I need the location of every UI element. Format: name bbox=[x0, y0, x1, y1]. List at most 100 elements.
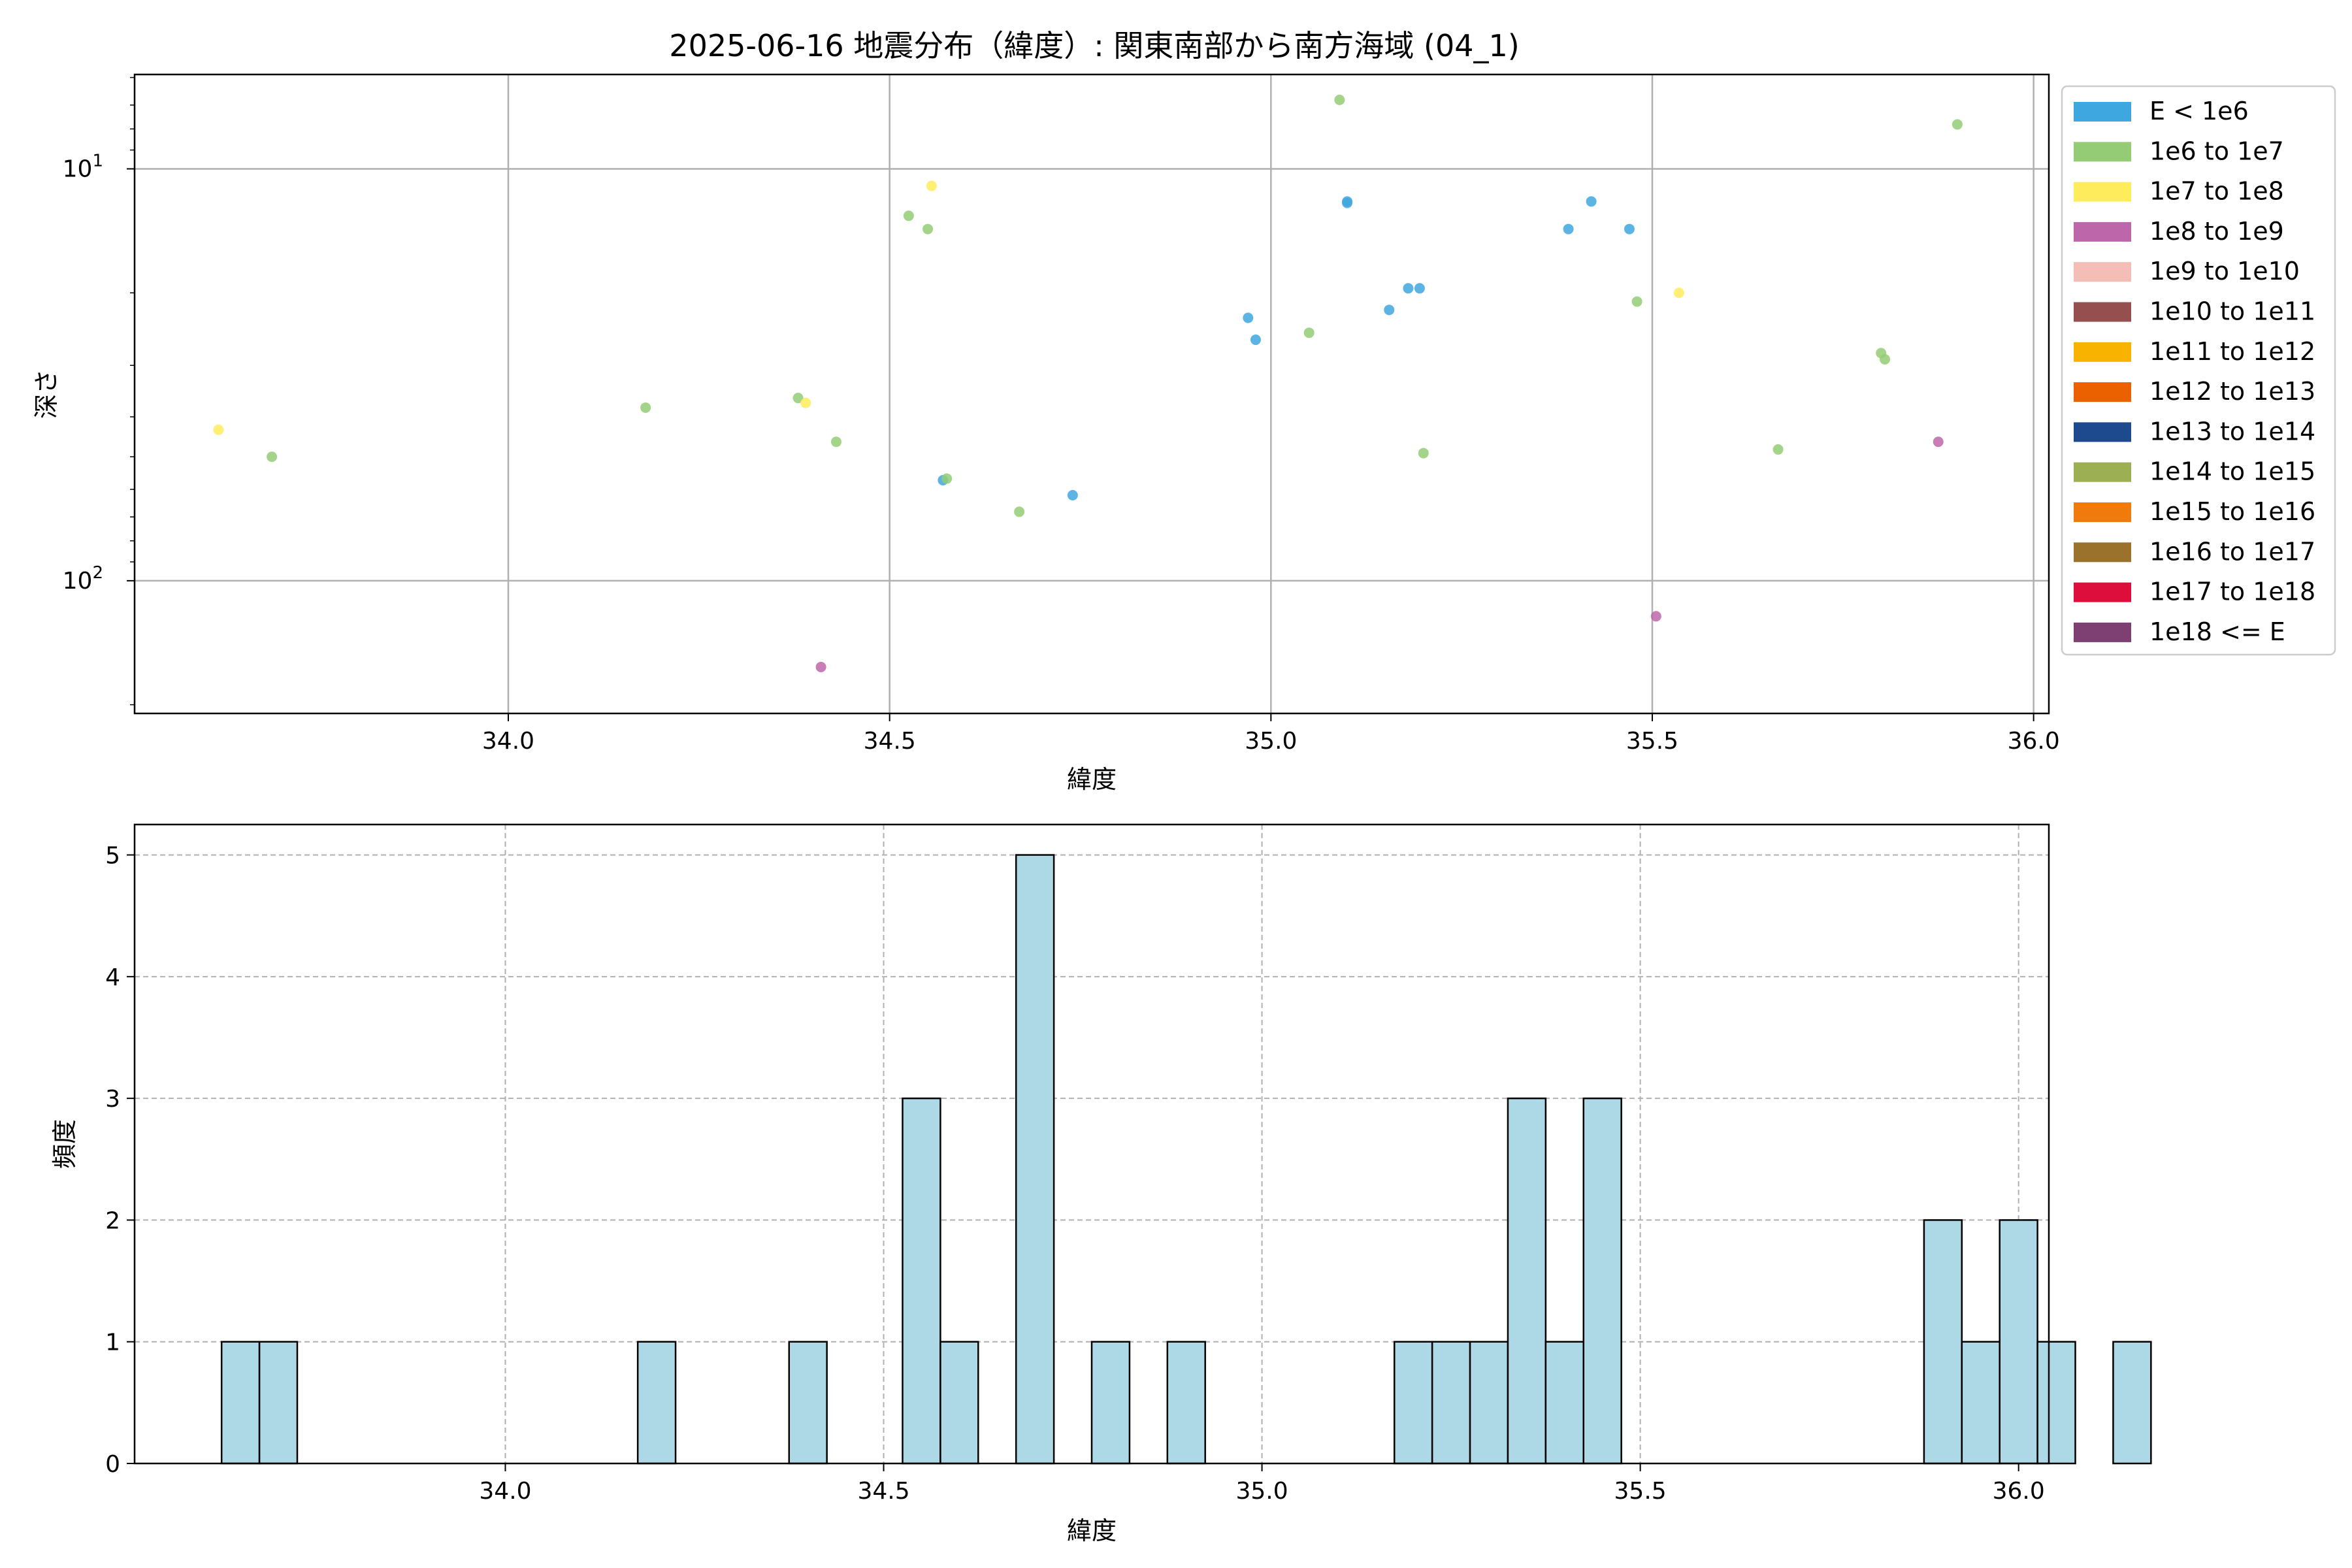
scatter-point bbox=[1563, 223, 1574, 235]
scatter-plot-frame bbox=[133, 73, 2050, 715]
scatter-point bbox=[1586, 196, 1597, 207]
legend-label: 1e6 to 1e7 bbox=[2149, 137, 2284, 165]
histogram-y-tick-label: 1 bbox=[105, 1330, 120, 1356]
scatter-point bbox=[1250, 335, 1261, 346]
histogram-bar bbox=[1015, 854, 1055, 1465]
scatter-point bbox=[1418, 448, 1429, 459]
scatter-point bbox=[1243, 312, 1254, 323]
histogram-bars bbox=[220, 854, 2152, 1465]
legend-swatch bbox=[2074, 462, 2131, 482]
scatter-point bbox=[815, 661, 826, 672]
legend-label: 1e7 to 1e8 bbox=[2149, 177, 2284, 206]
legend-label: E < 1e6 bbox=[2149, 97, 2249, 125]
scatter-x-tick-label: 34.5 bbox=[864, 728, 916, 755]
histogram-bar bbox=[636, 1341, 677, 1465]
histogram-bar bbox=[1582, 1097, 1622, 1465]
legend-box bbox=[2061, 85, 2336, 656]
scatter-point bbox=[1014, 506, 1025, 517]
histogram-x-tick-label: 34.5 bbox=[857, 1478, 909, 1505]
scatter-point bbox=[903, 210, 914, 221]
histogram-bar bbox=[258, 1341, 299, 1465]
scatter-point bbox=[1772, 444, 1784, 455]
histogram-bar bbox=[1544, 1341, 1585, 1465]
histogram-bar bbox=[1507, 1097, 1547, 1465]
histogram-y-tick-label: 0 bbox=[105, 1451, 120, 1478]
scatter-point bbox=[267, 451, 278, 463]
histogram-y-axis-label: 頻度 bbox=[50, 1119, 79, 1169]
histogram-bar bbox=[1469, 1341, 1509, 1465]
scatter-x-axis-label: 緯度 bbox=[1067, 765, 1117, 794]
scatter-point bbox=[1673, 287, 1684, 299]
scatter-point bbox=[1650, 611, 1661, 622]
scatter-y-axis-label: 深さ bbox=[32, 369, 61, 419]
scatter-y-tick-label: 101 bbox=[63, 151, 103, 182]
histogram-bar bbox=[1431, 1341, 1471, 1465]
histogram-y-ticks: 0 1 2 3 4 5 bbox=[105, 843, 135, 1478]
scatter-x-tick-label: 35.0 bbox=[1245, 728, 1297, 755]
histogram-bar bbox=[1923, 1219, 1963, 1465]
scatter-y-ticks: 101 102 bbox=[63, 76, 135, 706]
histogram-bar bbox=[220, 1341, 261, 1465]
legend-swatch bbox=[2074, 382, 2131, 402]
scatter-y-tick-exponent: 1 bbox=[92, 151, 103, 171]
histogram-bar bbox=[788, 1341, 828, 1465]
legend-swatch bbox=[2074, 262, 2131, 282]
histogram-x-tick-label: 35.5 bbox=[1614, 1478, 1667, 1505]
scatter-point bbox=[1334, 94, 1345, 105]
scatter-point bbox=[1414, 283, 1425, 294]
scatter-point bbox=[1403, 283, 1414, 294]
scatter-point bbox=[941, 473, 953, 484]
legend-swatch bbox=[2074, 342, 2131, 362]
legend-swatch bbox=[2074, 422, 2131, 442]
histogram-y-tick-label: 5 bbox=[105, 843, 120, 870]
histogram-y-tick-label: 4 bbox=[105, 964, 120, 991]
scatter-point bbox=[792, 393, 804, 404]
legend-swatch bbox=[2074, 582, 2131, 602]
legend-label: 1e18 <= E bbox=[2149, 617, 2285, 646]
legend-label: 1e16 to 1e17 bbox=[2149, 537, 2315, 566]
histogram-bar bbox=[1961, 1341, 2001, 1465]
legend-swatch bbox=[2074, 102, 2131, 122]
scatter-point bbox=[926, 180, 937, 191]
legend-swatch bbox=[2074, 542, 2131, 563]
histogram-y-tick-label: 3 bbox=[105, 1086, 120, 1113]
scatter-point bbox=[1303, 327, 1315, 338]
scatter-points bbox=[213, 94, 1963, 672]
scatter-x-tick-label: 36.0 bbox=[2008, 728, 2060, 755]
scatter-x-tick-label: 34.0 bbox=[482, 728, 534, 755]
histogram-y-tick-label: 2 bbox=[105, 1207, 120, 1234]
scatter-point bbox=[1880, 353, 1891, 365]
scatter-point bbox=[1342, 197, 1353, 208]
histogram-bar bbox=[902, 1097, 941, 1465]
scatter-x-ticks: 34.0 34.5 35.0 35.5 36.0 bbox=[482, 713, 2060, 755]
legend-swatch bbox=[2074, 502, 2131, 522]
scatter-point bbox=[1067, 489, 1078, 500]
histogram-bar bbox=[939, 1341, 979, 1465]
legend-label: 1e10 to 1e11 bbox=[2149, 297, 2315, 326]
histogram-bar bbox=[2112, 1341, 2152, 1465]
legend-label: 1e9 to 1e10 bbox=[2149, 257, 2300, 286]
legend-label: 1e17 to 1e18 bbox=[2149, 578, 2315, 606]
legend-label: 1e14 to 1e15 bbox=[2149, 457, 2315, 486]
histogram-plot-frame bbox=[133, 823, 2050, 1465]
scatter-x-tick-label: 35.5 bbox=[1626, 728, 1678, 755]
legend-swatch bbox=[2074, 221, 2131, 242]
histogram-x-axis-label: 緯度 bbox=[1067, 1516, 1117, 1545]
histogram-bar bbox=[2036, 1341, 2076, 1465]
legend-label: 1e11 to 1e12 bbox=[2149, 337, 2315, 366]
histogram-x-ticks: 34.0 34.5 35.0 35.5 36.0 bbox=[479, 1463, 2045, 1505]
scatter-point bbox=[1933, 436, 1944, 448]
histogram-x-tick-label: 35.0 bbox=[1235, 1478, 1288, 1505]
scatter-point bbox=[213, 424, 224, 435]
legend-label: 1e13 to 1e14 bbox=[2149, 417, 2315, 446]
legend-swatch bbox=[2074, 622, 2131, 642]
scatter-point bbox=[1952, 119, 1963, 130]
scatter-point bbox=[1631, 296, 1642, 307]
scatter-y-tick-exponent: 2 bbox=[92, 563, 103, 583]
scatter-point bbox=[640, 402, 651, 413]
scatter-gridlines bbox=[135, 74, 2049, 713]
scatter-point bbox=[923, 223, 934, 235]
legend: E < 1e6 1e6 to 1e7 1e7 to 1e8 1e8 to 1e9 1e9… bbox=[2061, 85, 2336, 656]
histogram-x-tick-label: 34.0 bbox=[479, 1478, 531, 1505]
